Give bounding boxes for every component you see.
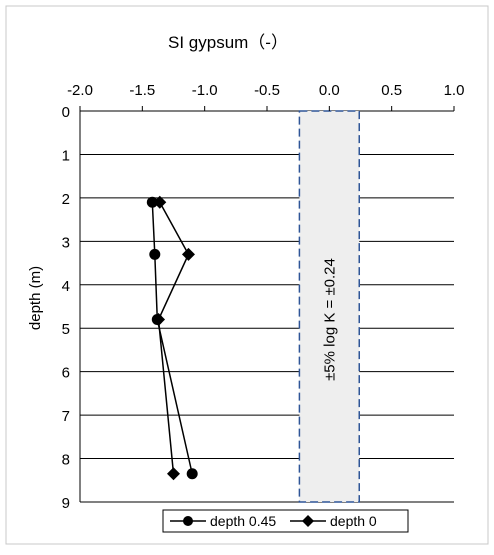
point-s1-3 [167,467,180,481]
point-s0-3 [186,468,198,480]
axes: 0 1 2 3 4 5 6 7 8 9 -2.0 -1.5 -1.0 -0.5 0.0 0.5 1.0 [62,82,465,512]
point-s0-1 [149,248,161,260]
uncertainty-band: ±5% log K = ±0.24 [298,110,361,503]
x-tick-label-0: -2.0 [67,82,93,99]
x-tick-label-2: -1.0 [192,82,218,99]
legend-marker-1 [302,515,314,527]
band-rect [298,110,361,503]
band-label: ±5% log K = ±0.24 [321,258,338,381]
point-s0-0 [146,196,158,208]
x-tick-label-3: -0.5 [254,82,280,99]
point-s1-1 [181,247,195,261]
y-tick-label-9: 9 [62,495,70,512]
chart-title: SI gypsum（-） [168,33,288,52]
series-1 [152,195,195,481]
legend: depth 0.45 depth 0 [162,509,409,533]
y-tick-label-3: 3 [62,234,70,251]
y-tick-label-1: 1 [62,147,70,164]
x-tick-label-5: 0.5 [381,82,402,99]
chart-frame [5,5,489,545]
series-line-1 [157,201,190,474]
legend-label-1: depth 0 [330,513,377,529]
legend-label-0: depth 0.45 [210,513,276,529]
x-tick-label-4: 0.0 [319,82,340,99]
legend-box [162,509,409,533]
y-tick-label-8: 8 [62,452,70,469]
y-tick-label-6: 6 [62,365,70,382]
y-tick-label-4: 4 [62,278,70,295]
y-tick-label-7: 7 [62,408,70,425]
y-axis-label: depth (m) [27,266,44,330]
y-tick-label-0: 0 [62,104,70,121]
data-series [146,195,198,481]
point-s1-0 [153,195,167,209]
legend-marker-0 [183,516,193,526]
point-s1-2 [152,313,166,327]
y-tick-label-5: 5 [62,321,70,338]
series-line-0 [151,202,193,474]
x-tick-label-1: -1.5 [129,82,155,99]
y-tick-label-2: 2 [62,191,70,208]
x-tick-label-6: 1.0 [444,82,465,99]
